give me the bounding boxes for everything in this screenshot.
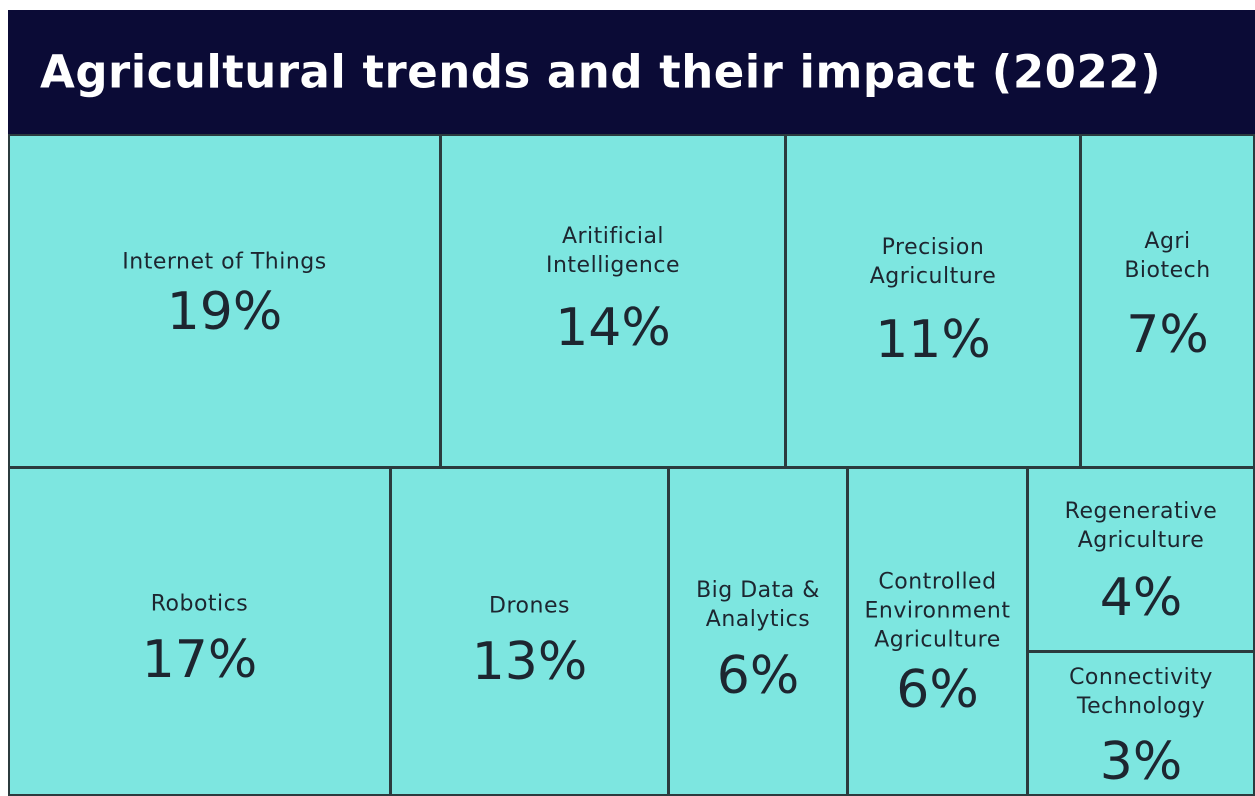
value-label: 6% xyxy=(896,660,979,720)
cell-label: Precision Agriculture xyxy=(869,235,997,289)
value-label: 4% xyxy=(1099,568,1183,628)
value-label: 3% xyxy=(1099,732,1183,792)
treemap-cell xyxy=(1027,651,1255,796)
title-bar: Agricultural trends and their impact (20… xyxy=(8,10,1255,134)
value-label: 19% xyxy=(166,282,283,342)
cell-label: Internet of Things xyxy=(122,249,327,275)
value-label: 11% xyxy=(875,310,991,370)
cell-label: Big Data & Analytics xyxy=(696,578,820,632)
treemap-cell xyxy=(390,467,669,796)
value-label: 6% xyxy=(716,646,800,706)
cell-label: Robotics xyxy=(150,591,249,617)
value-label: 7% xyxy=(1126,305,1209,365)
treemap-cell xyxy=(847,467,1028,796)
treemap-cell xyxy=(785,134,1081,468)
cell-label: Regenerative Agriculture xyxy=(1064,499,1218,553)
value-label: 17% xyxy=(141,630,258,690)
chart-title: Agricultural trends and their impact (20… xyxy=(40,45,1162,99)
cell-label: Aritificial Intelligence xyxy=(545,224,680,278)
value-label: 14% xyxy=(555,298,671,358)
treemap-cell xyxy=(668,467,848,796)
treemap-cell xyxy=(8,134,441,468)
cell-label: Drones xyxy=(489,593,570,619)
cell-label: Agri Biotech xyxy=(1124,229,1211,283)
cell-label: Connectivity Technology xyxy=(1069,665,1213,719)
cell-label: Controlled Environment Agriculture xyxy=(864,569,1011,653)
treemap-cell xyxy=(1080,134,1255,468)
value-label: 13% xyxy=(471,632,588,692)
treemap-cell xyxy=(1027,467,1255,652)
